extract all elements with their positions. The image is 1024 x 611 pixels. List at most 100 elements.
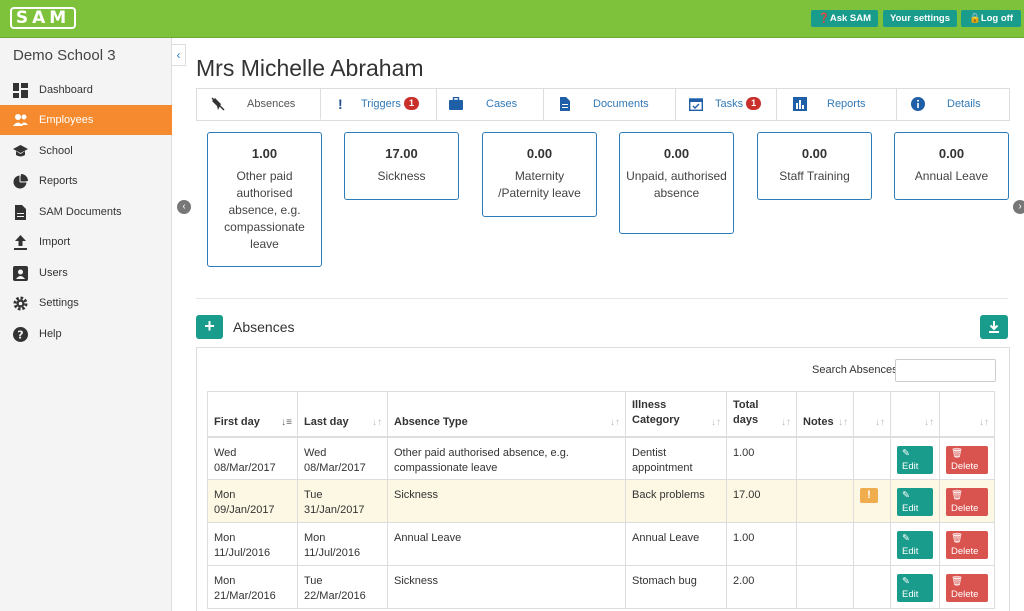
sidebar-item-import[interactable]: Import <box>0 227 172 257</box>
sort-icon: ↓↑ <box>875 416 885 428</box>
gear-icon <box>13 296 28 311</box>
tab-documents[interactable]: Documents <box>544 89 676 120</box>
briefcase-icon <box>449 97 463 110</box>
column-header-label: Absence Type <box>394 415 468 428</box>
summary-card-other-paid: 1.00 Other paid authorised absence, e.g.… <box>207 132 322 267</box>
sidebar-item-sam-documents[interactable]: SAM Documents <box>0 197 172 227</box>
delete-button[interactable]: 🗑 Delete <box>946 488 988 516</box>
delete-label: Delete <box>951 503 979 514</box>
column-edit[interactable]: ↓↑ <box>890 391 940 438</box>
cell-absence-type: Other paid authorised absence, e.g. comp… <box>387 436 626 480</box>
edit-button[interactable]: ✎ Edit <box>897 488 933 516</box>
cell-notes <box>796 565 854 609</box>
sidebar-item-label: Users <box>39 267 68 279</box>
cell-absence-type: Annual Leave <box>387 522 626 566</box>
cell-edit: ✎ Edit <box>890 565 940 609</box>
card-value: 0.00 <box>526 146 553 161</box>
tasks-count-badge: 1 <box>746 97 762 110</box>
cell-last-day: Wed 08/Mar/2017 <box>297 436 388 480</box>
column-illness-category[interactable]: Illness Category ↓↑ <box>625 391 727 438</box>
search-absences-input[interactable] <box>895 359 996 382</box>
cell-total-days: 2.00 <box>726 565 797 609</box>
your-settings-button[interactable]: Your settings <box>883 10 957 27</box>
tab-details[interactable]: Details <box>897 89 1009 120</box>
sort-icon: ↓↑ <box>979 416 989 428</box>
column-last-day[interactable]: Last day ↓↑ <box>297 391 388 438</box>
carousel-next-button[interactable]: › <box>1013 200 1024 214</box>
chevron-left-icon: ‹ <box>176 48 181 62</box>
cell-total-days: 1.00 <box>726 436 797 480</box>
tab-tasks[interactable]: Tasks 1 <box>676 89 777 120</box>
lock-icon: 🔒 <box>968 13 981 24</box>
summary-card-sickness: 17.00 Sickness <box>344 132 459 200</box>
edit-button[interactable]: ✎ Edit <box>897 574 933 602</box>
table-row: Mon 21/Mar/2016 Tue 22/Mar/2016 Sickness… <box>207 565 995 609</box>
download-button[interactable] <box>980 315 1008 339</box>
tab-label: Reports <box>827 98 866 110</box>
sort-icon: ↓↑ <box>711 416 721 428</box>
absences-panel <box>196 347 1010 611</box>
section-title: Absences <box>233 319 295 335</box>
column-header-label: Total days <box>733 398 759 426</box>
cell-first-day: Wed 08/Mar/2017 <box>207 436 298 480</box>
sidebar-item-users[interactable]: Users <box>0 258 172 288</box>
plus-icon: + <box>204 316 215 336</box>
column-warning[interactable]: ↓↑ <box>853 391 891 438</box>
column-notes[interactable]: Notes ↓↑ <box>796 391 854 438</box>
sort-icon: ↓↑ <box>924 416 934 428</box>
cell-first-day: Mon 11/Jul/2016 <box>207 522 298 566</box>
edit-button[interactable]: ✎ Edit <box>897 445 933 474</box>
card-value: 0.00 <box>663 146 690 161</box>
document-icon <box>15 205 26 220</box>
delete-button[interactable]: 🗑 Delete <box>946 574 988 602</box>
sidebar-item-reports[interactable]: Reports <box>0 166 172 196</box>
card-value: 0.00 <box>938 146 965 161</box>
carousel-prev-button[interactable]: ‹ <box>177 200 191 214</box>
tab-label: Details <box>947 98 981 110</box>
delete-button[interactable]: 🗑 Delete <box>946 445 988 474</box>
column-first-day[interactable]: First day ↓≡ <box>207 391 298 438</box>
question-circle-icon: ❓ <box>817 13 830 24</box>
tab-cases[interactable]: Cases <box>437 89 544 120</box>
table-row: Mon 09/Jan/2017 Tue 31/Jan/2017 Sickness… <box>207 479 995 523</box>
cell-edit: ✎ Edit <box>890 479 940 523</box>
cell-first-day: Mon 21/Mar/2016 <box>207 565 298 609</box>
calendar-check-icon <box>689 98 703 111</box>
employee-tabs: Absences ! Triggers 1 Cases Documents Tas… <box>196 88 1010 121</box>
log-off-button[interactable]: 🔒Log off <box>961 10 1021 27</box>
card-value: 17.00 <box>385 146 418 161</box>
sidebar-item-school[interactable]: School <box>0 136 172 166</box>
tab-reports[interactable]: Reports <box>777 89 897 120</box>
edit-button[interactable]: ✎ Edit <box>897 531 933 559</box>
sidebar-item-employees[interactable]: Employees <box>0 105 172 135</box>
cell-illness: Back problems <box>625 479 727 523</box>
cell-warning <box>853 565 891 609</box>
sidebar-item-help[interactable]: ? Help <box>0 319 172 349</box>
sidebar-item-dashboard[interactable]: Dashboard <box>0 75 172 105</box>
delete-label: Delete <box>951 589 979 600</box>
tab-triggers[interactable]: ! Triggers 1 <box>321 89 437 120</box>
tab-label: Absences <box>247 98 296 110</box>
cell-warning <box>853 522 891 566</box>
add-absence-button[interactable]: + <box>196 315 223 339</box>
column-absence-type[interactable]: Absence Type ↓↑ <box>387 391 626 438</box>
delete-label: Delete <box>951 460 979 472</box>
card-value: 0.00 <box>801 146 828 161</box>
sam-logo[interactable]: SAM <box>10 7 76 29</box>
ask-sam-button[interactable]: ❓Ask SAM <box>811 10 878 27</box>
sidebar-item-settings[interactable]: Settings <box>0 288 172 318</box>
collapse-sidebar-button[interactable]: ‹ <box>172 44 186 66</box>
cell-edit: ✎ Edit <box>890 522 940 566</box>
tab-absences[interactable]: Absences <box>197 89 321 120</box>
edit-label: Edit <box>902 589 919 600</box>
delete-button[interactable]: 🗑 Delete <box>946 531 988 559</box>
user-card-icon <box>13 266 28 281</box>
warning-icon[interactable]: ! <box>860 488 878 503</box>
column-total-days[interactable]: Total days ↓↑ <box>726 391 797 438</box>
edit-label: Edit <box>902 546 919 557</box>
chevron-right-icon: › <box>1018 201 1022 212</box>
column-delete[interactable]: ↓↑ <box>939 391 995 438</box>
cell-notes <box>796 522 854 566</box>
summary-card-staff-training: 0.00 Staff Training <box>757 132 872 200</box>
svg-text:?: ? <box>17 329 23 342</box>
